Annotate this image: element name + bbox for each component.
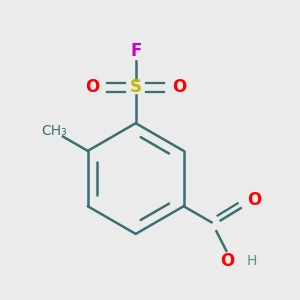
Text: S: S: [130, 79, 142, 97]
Text: F: F: [130, 42, 141, 60]
Text: O: O: [172, 79, 187, 97]
Text: O: O: [85, 79, 99, 97]
Text: O: O: [247, 191, 262, 209]
Text: O: O: [220, 252, 234, 270]
Text: CH₃: CH₃: [41, 124, 67, 138]
Text: H: H: [247, 254, 257, 268]
